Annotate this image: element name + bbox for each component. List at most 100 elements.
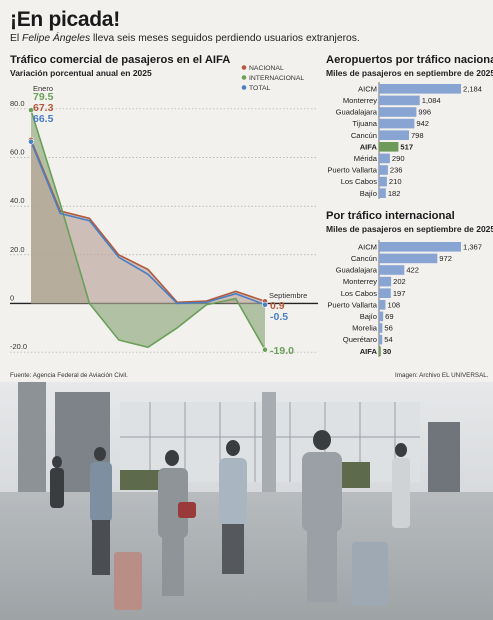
nacional-line bbox=[30, 139, 266, 304]
national-category-label: Puerto Vallarta bbox=[327, 166, 377, 175]
page-subtitle: El Felipe Ángeles lleva seis meses segui… bbox=[10, 33, 360, 44]
international-chart-subtitle: Miles de pasajeros en septiembre de 2025 bbox=[326, 224, 493, 234]
person-legs bbox=[92, 520, 110, 575]
international-category-label: Los Cabos bbox=[341, 289, 378, 298]
y-tick-label: 60.0 bbox=[10, 148, 25, 157]
national-value-label: 1,084 bbox=[422, 96, 441, 105]
national-value-label: 290 bbox=[392, 154, 405, 163]
national-value-label: 996 bbox=[418, 108, 431, 117]
national-bar bbox=[379, 130, 409, 140]
national-category-label: Tijuana bbox=[352, 119, 377, 128]
international-value-label: 1,367 bbox=[463, 242, 482, 251]
planter bbox=[120, 470, 165, 490]
international-category-label: Cancún bbox=[351, 254, 377, 263]
national-bar bbox=[379, 165, 388, 175]
international-category-label: AICM bbox=[358, 242, 377, 251]
international-bar bbox=[379, 276, 392, 287]
national-value-label: 182 bbox=[388, 189, 401, 198]
person-head bbox=[52, 456, 62, 468]
person-body bbox=[302, 452, 342, 532]
person-head bbox=[165, 450, 179, 466]
photo-illustration bbox=[0, 382, 493, 620]
internacional-start-marker bbox=[28, 107, 34, 113]
international-value-label: 197 bbox=[393, 289, 406, 298]
international-category-label: Guadalajara bbox=[336, 266, 378, 275]
person-head bbox=[94, 447, 106, 461]
person-head bbox=[226, 440, 240, 456]
end-value-label: -0.5 bbox=[270, 311, 288, 323]
person-body bbox=[158, 468, 188, 538]
international-bar bbox=[379, 334, 383, 345]
international-category-label: Bajío bbox=[360, 312, 377, 321]
person-head bbox=[395, 443, 407, 457]
person-body bbox=[90, 462, 112, 522]
total-end-marker bbox=[262, 301, 268, 308]
start-month-label: Enero bbox=[33, 84, 53, 93]
start-value-label: 67.3 bbox=[33, 102, 54, 114]
person-body bbox=[392, 458, 410, 528]
y-tick-label: 40.0 bbox=[10, 196, 25, 205]
image-credit: Imagen: Archivo EL UNIVERSAL. bbox=[395, 372, 489, 379]
national-value-label: 942 bbox=[416, 119, 429, 128]
subtitle-airport-name: Felipe Ángeles bbox=[22, 33, 91, 44]
national-chart-subtitle: Miles de pasajeros en septiembre de 2025 bbox=[326, 68, 493, 78]
subtitle-rest: lleva seis meses seguidos perdiendo usua… bbox=[90, 33, 360, 44]
national-category-label: AIFA bbox=[360, 142, 378, 151]
person-body bbox=[219, 458, 247, 526]
person-head bbox=[313, 430, 331, 450]
international-value-label: 202 bbox=[393, 277, 406, 286]
international-value-label: 56 bbox=[384, 324, 392, 333]
international-value-label: 69 bbox=[385, 312, 393, 321]
legend-swatch bbox=[241, 75, 247, 80]
international-category-label: AIFA bbox=[360, 347, 378, 356]
person-body bbox=[50, 468, 64, 508]
national-bar bbox=[379, 107, 417, 117]
national-category-label: Guadalajara bbox=[336, 108, 378, 117]
national-category-label: Monterrey bbox=[343, 96, 377, 105]
national-bar-chart: AICM 2,184 Monterrey 1,084 Guadalajara 996 Tij… bbox=[327, 82, 482, 199]
international-bar bbox=[379, 253, 438, 264]
legend-label: INTERNACIONAL bbox=[249, 75, 304, 82]
national-bar bbox=[379, 95, 420, 106]
international-bar bbox=[379, 346, 381, 356]
international-bar bbox=[379, 311, 384, 322]
legend-label: NACIONAL bbox=[249, 65, 284, 72]
international-category-label: Querétaro bbox=[343, 335, 377, 344]
page-title: ¡En picada! bbox=[10, 8, 120, 31]
source-note: Fuente: Agencia Federal de Aviación Civi… bbox=[10, 372, 128, 379]
national-value-label: 517 bbox=[400, 142, 413, 151]
national-bar bbox=[379, 142, 399, 152]
start-value-label: 66.5 bbox=[33, 113, 54, 125]
international-bar bbox=[379, 242, 461, 252]
international-value-label: 108 bbox=[387, 300, 400, 309]
y-tick-label: 80.0 bbox=[10, 99, 25, 108]
start-value-label: 79.5 bbox=[33, 91, 54, 103]
international-category-label: Puerto Vallarta bbox=[327, 300, 377, 309]
y-tick-label: -20.0 bbox=[10, 342, 27, 351]
person-legs bbox=[222, 524, 244, 574]
international-bar bbox=[379, 288, 391, 298]
national-category-label: Cancún bbox=[351, 131, 377, 140]
international-category-label: Monterrey bbox=[343, 277, 377, 286]
national-bar bbox=[379, 188, 386, 198]
international-chart-title: Por tráfico internacional bbox=[326, 210, 455, 222]
subtitle-prefix: El bbox=[10, 33, 23, 44]
national-category-label: Los Cabos bbox=[341, 177, 378, 186]
international-bar bbox=[379, 265, 405, 275]
end-value-label: 0.9 bbox=[270, 300, 285, 312]
international-category-label: Morelia bbox=[352, 324, 378, 333]
national-value-label: 236 bbox=[390, 166, 403, 175]
international-bar bbox=[379, 300, 386, 310]
national-category-label: Mérida bbox=[354, 154, 378, 163]
international-value-label: 30 bbox=[383, 347, 391, 356]
internacional-line bbox=[30, 109, 266, 351]
line-chart-subtitle: Variación porcentual anual en 2025 bbox=[10, 68, 152, 78]
legend-label: TOTAL bbox=[249, 85, 270, 92]
line-chart-title: Tráfico comercial de pasajeros en el AIF… bbox=[10, 54, 231, 66]
person-legs bbox=[162, 536, 184, 596]
y-tick-label: 20.0 bbox=[10, 245, 25, 254]
y-tick-label: 0 bbox=[10, 293, 14, 302]
shoulder-bag bbox=[178, 502, 196, 518]
national-value-label: 798 bbox=[411, 131, 424, 140]
